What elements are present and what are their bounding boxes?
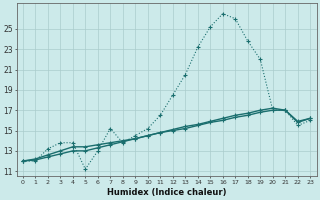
X-axis label: Humidex (Indice chaleur): Humidex (Indice chaleur) xyxy=(107,188,226,197)
